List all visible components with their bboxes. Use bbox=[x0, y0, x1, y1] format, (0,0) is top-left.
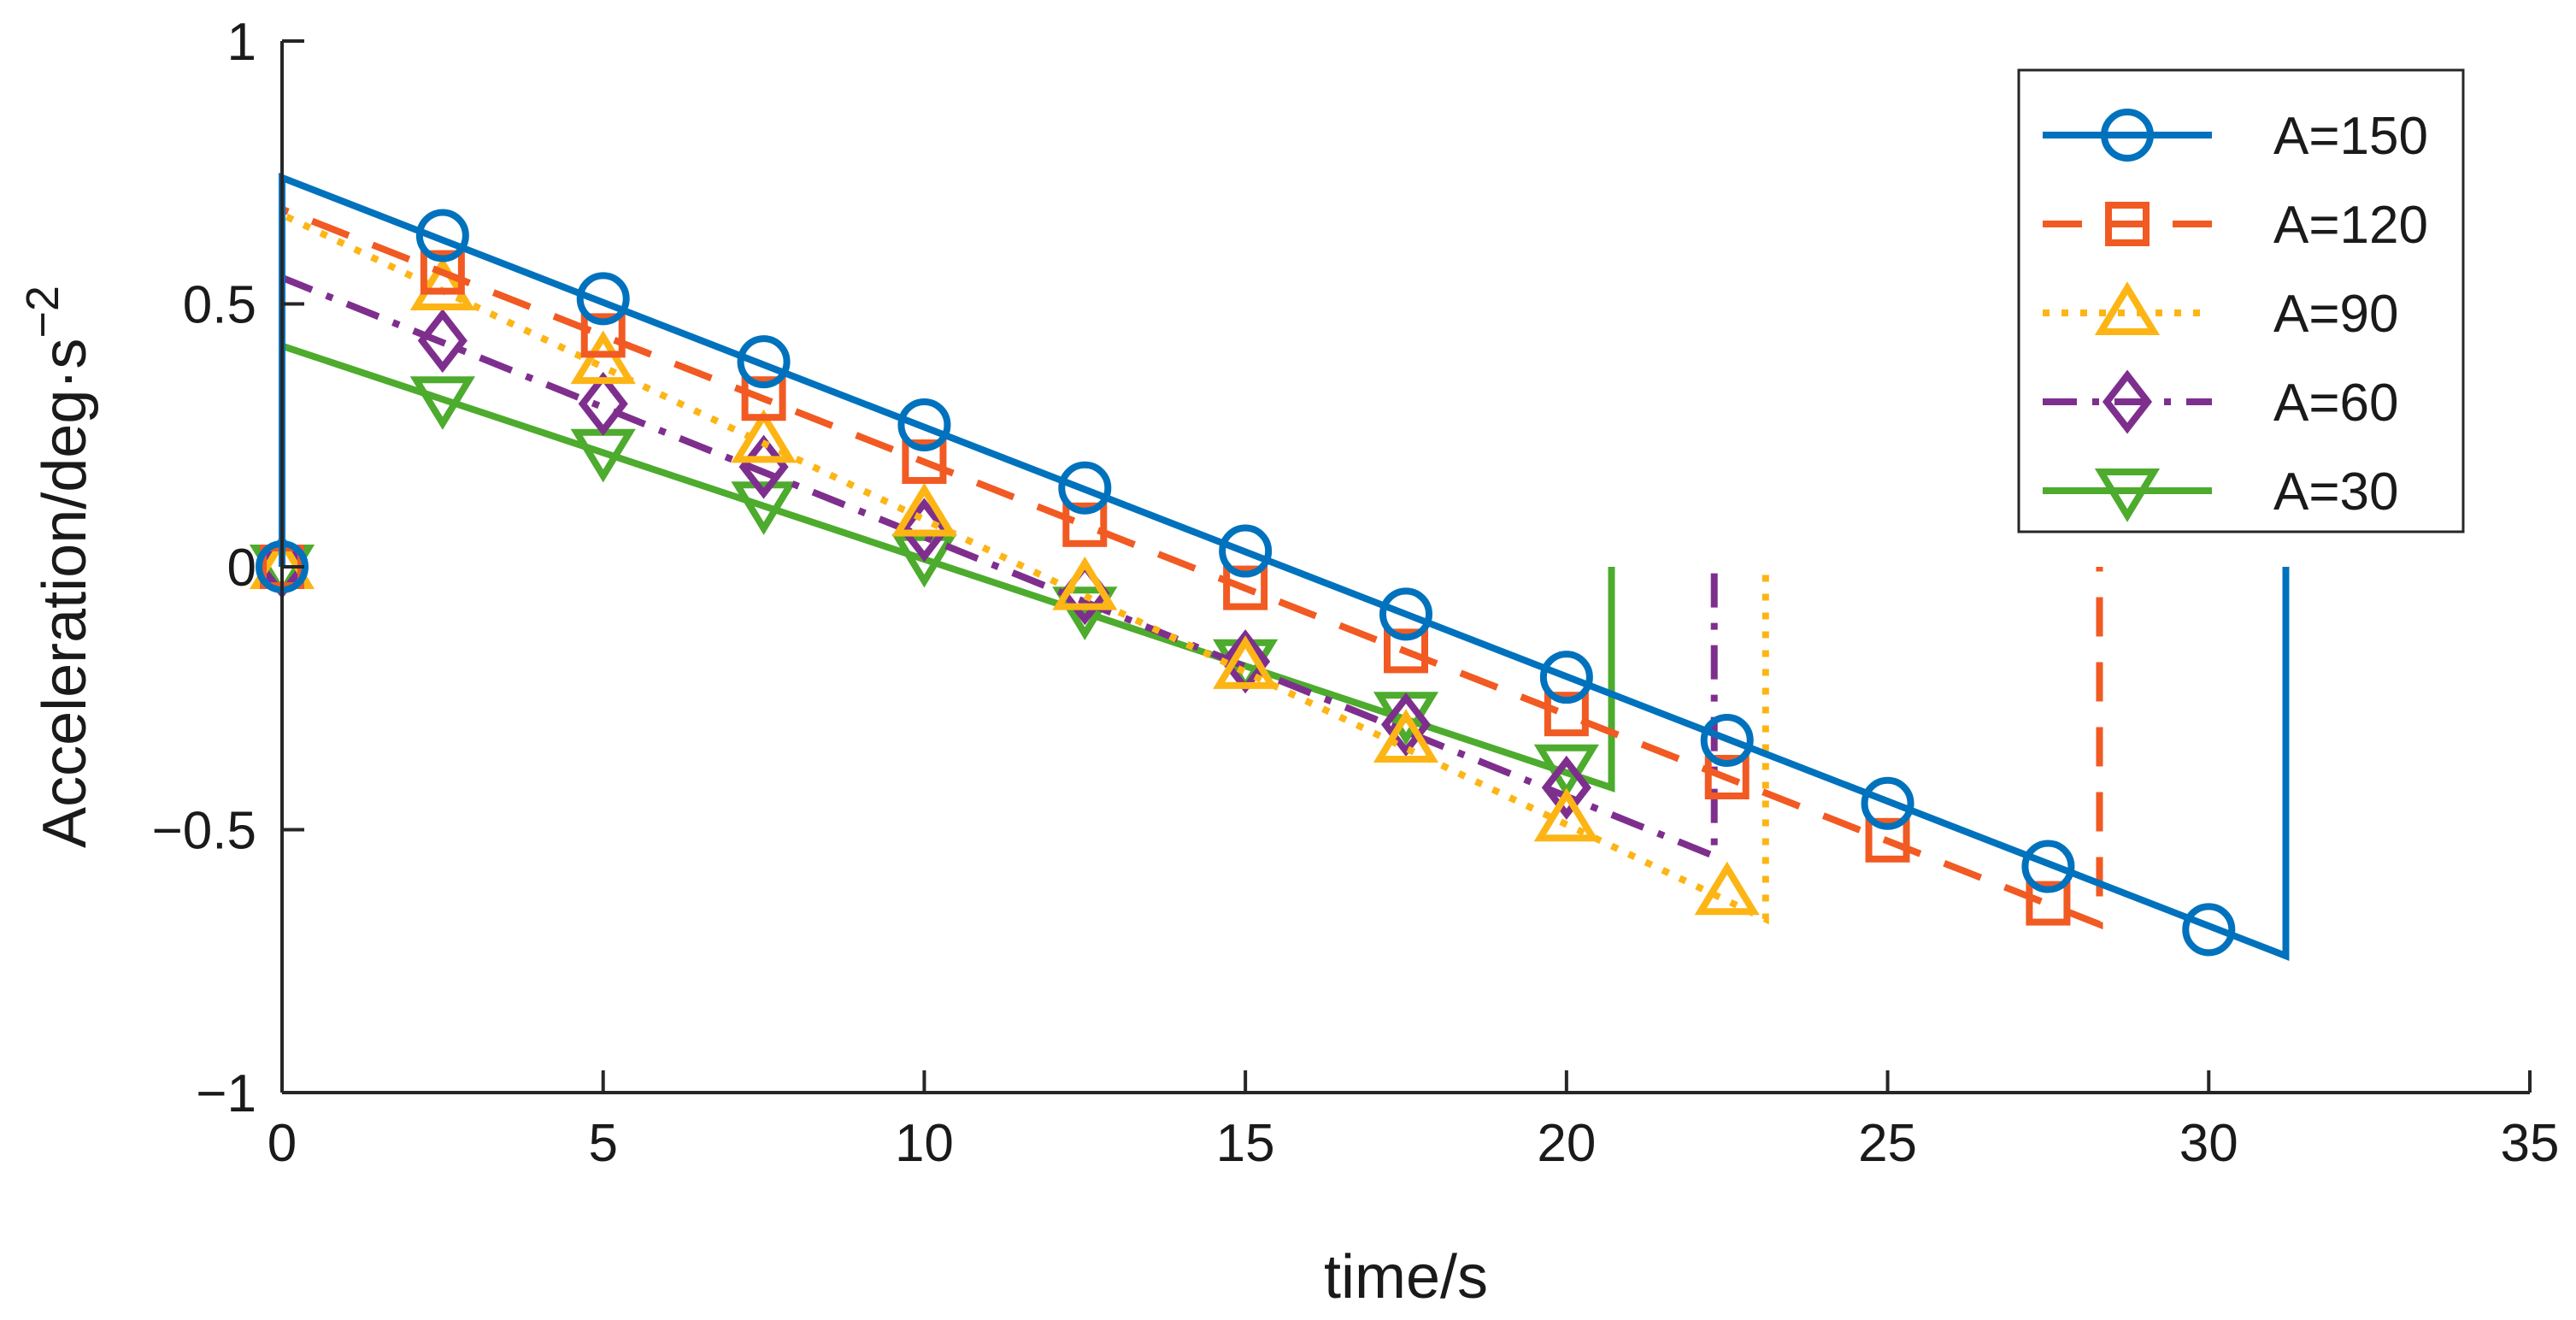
data-point bbox=[1544, 692, 1589, 737]
data-point bbox=[578, 371, 628, 436]
data-point bbox=[1373, 709, 1439, 763]
data-point bbox=[2026, 881, 2071, 926]
legend-entry-a-150: A=150 bbox=[2043, 107, 2428, 166]
data-point bbox=[415, 209, 469, 262]
data-point bbox=[1380, 692, 1432, 757]
data-point bbox=[576, 272, 630, 326]
x-axis-title: time/s bbox=[1324, 1243, 1488, 1311]
legend-label: A=120 bbox=[2273, 196, 2428, 255]
x-tick-label: 20 bbox=[1537, 1114, 1596, 1173]
data-point bbox=[899, 498, 950, 563]
data-point bbox=[1062, 502, 1108, 547]
x-tick-label: 30 bbox=[2179, 1114, 2238, 1173]
y-tick-label: 1 bbox=[227, 13, 256, 72]
data-point bbox=[1700, 713, 1754, 767]
data-point bbox=[1219, 524, 1273, 578]
x-tick-label: 10 bbox=[895, 1114, 954, 1173]
legend-marker bbox=[2101, 109, 2154, 162]
legend-entry-a-120: A=120 bbox=[2043, 196, 2428, 255]
data-point bbox=[1533, 787, 1599, 842]
data-point bbox=[1541, 755, 1591, 820]
legend: A=150 A=120 A=90 A=60 A=30 bbox=[2017, 68, 2465, 533]
data-point bbox=[1704, 755, 1750, 799]
data-point bbox=[580, 313, 626, 358]
legend-label: A=60 bbox=[2273, 374, 2399, 433]
legend-entry-a-60: A=60 bbox=[2043, 369, 2399, 434]
y-tick-label: 0.5 bbox=[183, 276, 256, 335]
series-a-120 bbox=[260, 203, 2103, 930]
data-point bbox=[897, 398, 951, 451]
data-point bbox=[1384, 628, 1428, 674]
data-point bbox=[1058, 461, 1112, 515]
data-point bbox=[891, 482, 957, 537]
y-tick-label: −0.5 bbox=[152, 802, 256, 861]
data-point bbox=[1223, 565, 1268, 610]
series-line-a-120 bbox=[279, 203, 2103, 930]
legend-entry-a-30: A=30 bbox=[2043, 463, 2399, 522]
legend-label: A=30 bbox=[2273, 463, 2399, 522]
x-ticks: 0 5 10 15 20 25 30 35 bbox=[268, 1070, 2560, 1173]
data-point bbox=[1379, 587, 1432, 641]
data-point bbox=[2182, 903, 2236, 957]
data-point bbox=[1052, 556, 1118, 610]
legend-entry-a-90: A=90 bbox=[2043, 281, 2399, 344]
x-tick-label: 5 bbox=[588, 1114, 617, 1173]
y-ticks: −1 −0.5 0 0.5 1 bbox=[152, 13, 304, 1123]
data-point bbox=[409, 256, 475, 311]
data-point bbox=[570, 330, 636, 385]
data-point bbox=[2021, 840, 2075, 893]
data-point bbox=[417, 309, 468, 374]
data-point bbox=[737, 335, 791, 389]
data-point bbox=[741, 376, 786, 421]
y-axis-title: Acceleration/deg·s−2 bbox=[17, 286, 99, 848]
data-point bbox=[409, 376, 475, 430]
legend-box bbox=[2017, 68, 2465, 533]
y-tick-label: 0 bbox=[227, 539, 256, 598]
data-point bbox=[1213, 635, 1279, 689]
data-point bbox=[1539, 651, 1593, 704]
legend-label: A=90 bbox=[2273, 285, 2399, 344]
legend-marker bbox=[2094, 281, 2161, 335]
data-point bbox=[1861, 776, 1914, 830]
legend-marker bbox=[2094, 468, 2161, 522]
x-tick-label: 25 bbox=[1858, 1114, 1917, 1173]
x-tick-label: 0 bbox=[268, 1114, 297, 1173]
y-axis-title-main: Acceleration/deg·s bbox=[31, 339, 99, 848]
data-point bbox=[420, 250, 465, 295]
y-axis-title-exponent: −2 bbox=[17, 286, 68, 339]
data-point bbox=[891, 533, 957, 588]
y-tick-label: −1 bbox=[196, 1064, 256, 1123]
data-point bbox=[902, 439, 947, 484]
data-point bbox=[1865, 817, 1910, 863]
legend-marker bbox=[2102, 369, 2153, 434]
data-point bbox=[1533, 744, 1599, 798]
data-point bbox=[1052, 586, 1118, 640]
legend-entries: A=150 A=120 A=90 A=60 A=30 bbox=[2043, 107, 2428, 522]
x-tick-label: 15 bbox=[1216, 1114, 1275, 1173]
legend-marker bbox=[2105, 202, 2150, 246]
legend-label: A=150 bbox=[2273, 107, 2428, 166]
data-point bbox=[1694, 861, 1760, 916]
data-point bbox=[731, 481, 797, 535]
x-tick-label: 35 bbox=[2501, 1114, 2560, 1173]
data-point bbox=[731, 409, 797, 463]
